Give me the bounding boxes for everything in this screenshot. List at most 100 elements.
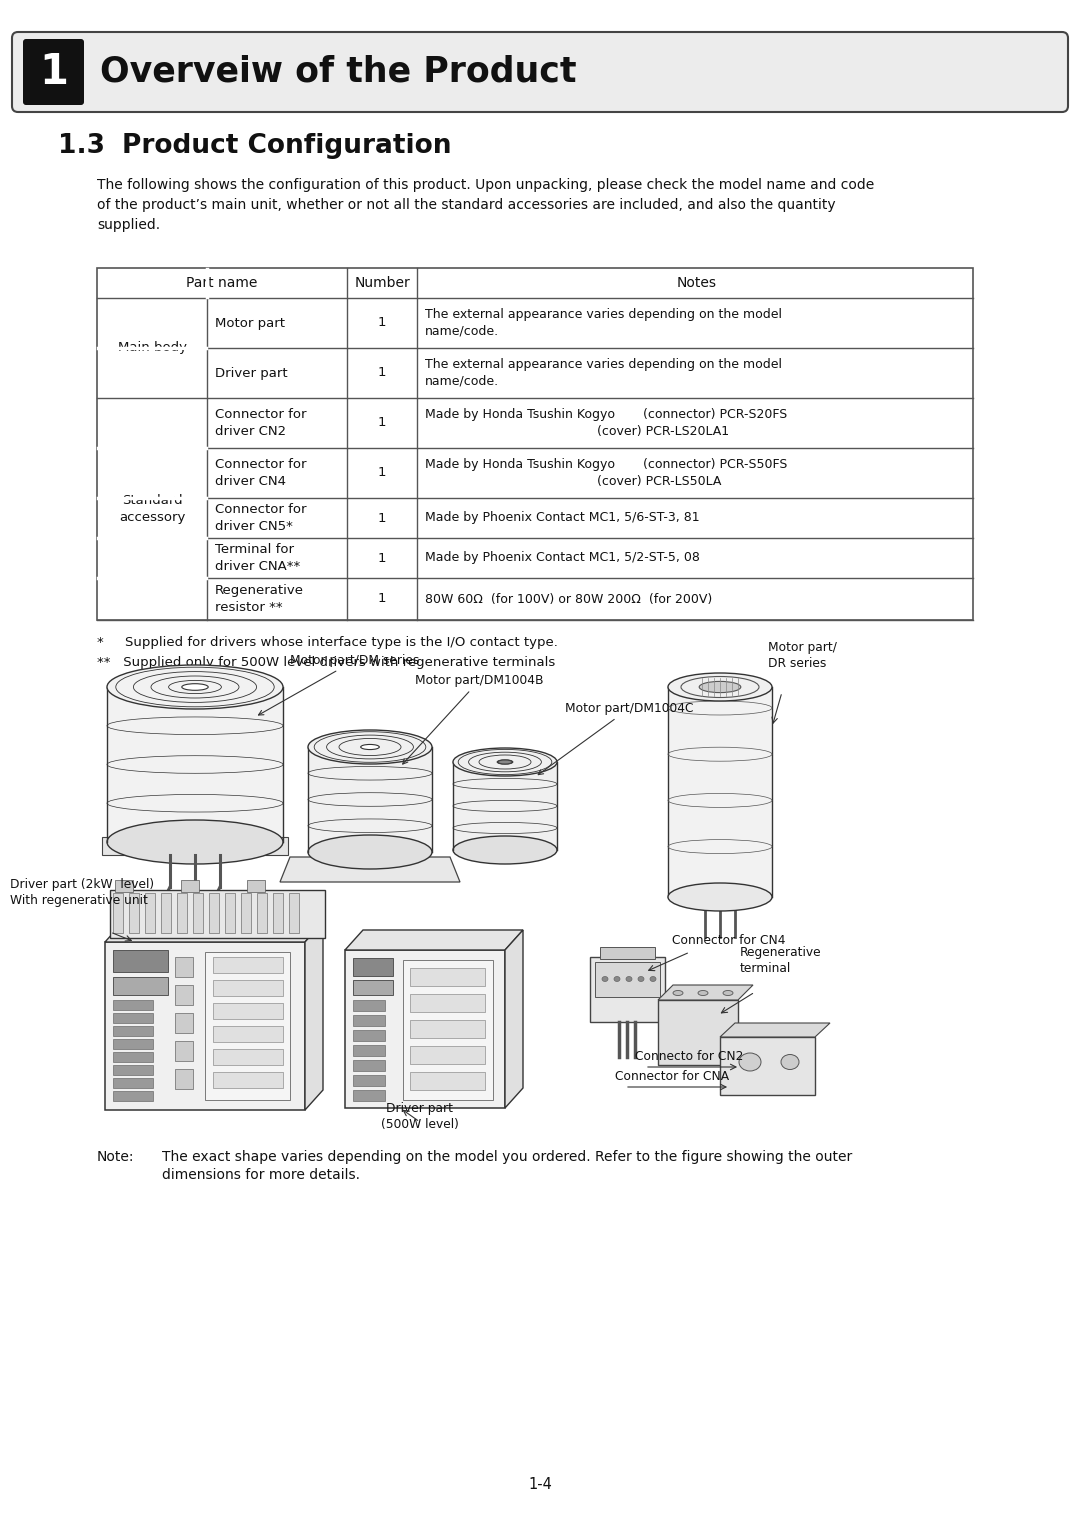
Bar xyxy=(110,889,325,938)
Bar xyxy=(403,960,492,1100)
Bar xyxy=(353,1060,384,1071)
Text: Part name: Part name xyxy=(187,277,258,290)
Text: Driver part: Driver part xyxy=(215,367,287,379)
Bar xyxy=(241,892,251,934)
Bar xyxy=(669,688,772,897)
Ellipse shape xyxy=(698,990,708,996)
Text: Made by Phoenix Contact MC1, 5/2-ST-5, 08: Made by Phoenix Contact MC1, 5/2-ST-5, 0… xyxy=(426,552,700,564)
Ellipse shape xyxy=(602,976,608,981)
Bar xyxy=(353,1015,384,1025)
Ellipse shape xyxy=(181,683,208,691)
Text: 1: 1 xyxy=(378,316,387,330)
Bar xyxy=(113,976,168,995)
Bar xyxy=(410,1047,485,1063)
Bar xyxy=(205,952,291,1100)
Polygon shape xyxy=(658,986,753,999)
Text: Regenerative
terminal: Regenerative terminal xyxy=(740,946,822,975)
Text: Terminal for
driver CNA**: Terminal for driver CNA** xyxy=(215,544,300,573)
Bar xyxy=(113,1025,153,1036)
Bar xyxy=(308,747,432,853)
Bar xyxy=(345,950,505,1108)
Text: Main body: Main body xyxy=(118,341,187,354)
Text: Driver part
(500W level): Driver part (500W level) xyxy=(381,1102,459,1131)
Text: Motor part/DM1004B: Motor part/DM1004B xyxy=(403,674,543,764)
Bar xyxy=(177,892,187,934)
Bar xyxy=(113,999,153,1010)
Bar xyxy=(213,1050,283,1065)
Bar xyxy=(213,1025,283,1042)
Text: Notes: Notes xyxy=(677,277,717,290)
Bar xyxy=(353,1045,384,1056)
Bar xyxy=(113,892,123,934)
Text: 1: 1 xyxy=(39,50,68,93)
Bar xyxy=(213,979,283,996)
Bar xyxy=(225,892,235,934)
Bar xyxy=(595,963,660,996)
Text: Connector for
driver CN4: Connector for driver CN4 xyxy=(215,458,307,487)
Ellipse shape xyxy=(308,834,432,869)
Bar xyxy=(175,1070,193,1089)
Bar xyxy=(410,995,485,1012)
Bar xyxy=(181,880,199,892)
Ellipse shape xyxy=(669,883,772,911)
Ellipse shape xyxy=(308,730,432,764)
Polygon shape xyxy=(280,857,460,882)
Bar xyxy=(453,762,557,850)
Text: Number: Number xyxy=(354,277,410,290)
Bar xyxy=(720,1038,815,1096)
Bar xyxy=(213,1002,283,1019)
Text: Motor part/
DR series: Motor part/ DR series xyxy=(768,642,837,669)
Bar xyxy=(97,267,973,620)
Bar xyxy=(113,950,168,972)
Bar xyxy=(590,957,665,1022)
Ellipse shape xyxy=(361,744,379,750)
Text: Made by Phoenix Contact MC1, 5/6-ST-3, 81: Made by Phoenix Contact MC1, 5/6-ST-3, 8… xyxy=(426,512,700,524)
Ellipse shape xyxy=(739,1053,761,1071)
Text: Product Configuration: Product Configuration xyxy=(122,133,451,159)
FancyBboxPatch shape xyxy=(23,40,84,105)
Bar xyxy=(353,958,393,976)
Text: Motor part/DM series: Motor part/DM series xyxy=(258,654,419,715)
Ellipse shape xyxy=(453,836,557,863)
Bar xyxy=(410,1073,485,1089)
Bar xyxy=(145,892,156,934)
Text: Motor part/DM1004C: Motor part/DM1004C xyxy=(538,701,693,775)
Polygon shape xyxy=(505,931,523,1108)
Text: Motor part: Motor part xyxy=(215,316,285,330)
Polygon shape xyxy=(345,931,523,950)
Text: The external appearance varies depending on the model
name/code.: The external appearance varies depending… xyxy=(426,309,782,338)
Bar xyxy=(273,892,283,934)
Ellipse shape xyxy=(781,1054,799,1070)
Ellipse shape xyxy=(699,681,741,692)
Bar xyxy=(175,1041,193,1060)
Ellipse shape xyxy=(669,672,772,701)
Bar xyxy=(410,1021,485,1038)
Bar xyxy=(353,1089,384,1102)
Bar xyxy=(410,969,485,986)
Bar xyxy=(113,1091,153,1102)
Text: 1.3: 1.3 xyxy=(58,133,105,159)
Bar xyxy=(114,880,133,892)
Text: 80W 60Ω  (for 100V) or 80W 200Ω  (for 200V): 80W 60Ω (for 100V) or 80W 200Ω (for 200V… xyxy=(426,593,712,605)
Text: 1: 1 xyxy=(378,552,387,564)
Bar xyxy=(113,1065,153,1076)
Bar xyxy=(257,892,267,934)
Bar xyxy=(113,1039,153,1050)
Text: Connecto for CN2: Connecto for CN2 xyxy=(635,1050,743,1063)
Polygon shape xyxy=(305,921,323,1109)
Text: 1: 1 xyxy=(378,593,387,605)
Text: Made by Honda Tsushin Kogyo       (connector) PCR-S50FS
                        : Made by Honda Tsushin Kogyo (connector) … xyxy=(426,458,787,487)
Text: Connector for
driver CN5*: Connector for driver CN5* xyxy=(215,503,307,533)
Bar xyxy=(102,837,288,856)
Text: The following shows the configuration of this product. Upon unpacking, please ch: The following shows the configuration of… xyxy=(97,177,874,232)
Bar xyxy=(289,892,299,934)
Polygon shape xyxy=(720,1024,831,1038)
Text: **   Supplied only for 500W level drivers with regenerative terminals: ** Supplied only for 500W level drivers … xyxy=(97,656,555,669)
Bar xyxy=(113,1051,153,1062)
Bar xyxy=(129,892,139,934)
Bar xyxy=(353,1030,384,1041)
Bar xyxy=(353,999,384,1012)
Bar xyxy=(600,947,654,960)
Text: Standard
accessory: Standard accessory xyxy=(119,494,185,524)
Text: Made by Honda Tsushin Kogyo       (connector) PCR-S20FS
                        : Made by Honda Tsushin Kogyo (connector) … xyxy=(426,408,787,437)
